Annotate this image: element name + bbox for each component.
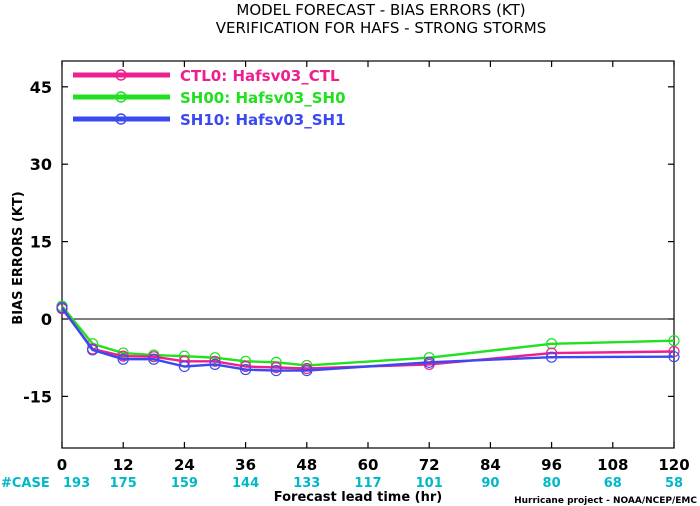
data-point: [668, 345, 680, 358]
case-count: 133: [293, 476, 320, 491]
case-count: 68: [604, 476, 622, 491]
case-label: #CASE: [1, 476, 50, 491]
data-point: [209, 355, 221, 367]
y-tick-label: 45: [30, 78, 52, 97]
x-axis-label: Forecast lead time (hr): [274, 490, 442, 505]
data-point: [270, 361, 282, 374]
x-tick-label: 120: [658, 456, 689, 474]
case-count: 80: [543, 476, 561, 491]
data-point: [301, 365, 313, 377]
case-count: 117: [354, 476, 381, 491]
legend-label: CTL0: Hafsv03_CTL: [180, 67, 340, 85]
data-point: [545, 338, 558, 350]
data-point: [545, 351, 558, 363]
data-point: [56, 302, 68, 314]
x-tick-label: 0: [57, 456, 67, 474]
legend-marker: [115, 91, 127, 103]
y-tick-label: -15: [23, 387, 52, 406]
x-tick-label: 24: [174, 456, 195, 474]
data-point: [178, 360, 190, 373]
y-tick-label: 15: [30, 233, 52, 252]
legend-marker: [115, 113, 127, 125]
case-count: 193: [63, 476, 90, 491]
credit-text: Hurricane project - NOAA/NCEP/EMC: [514, 496, 697, 506]
case-count: 101: [416, 476, 443, 491]
case-count: 90: [481, 476, 499, 491]
x-tick-label: 108: [597, 456, 628, 474]
data-point: [117, 353, 129, 365]
data-point: [148, 351, 160, 363]
case-count: 159: [171, 476, 198, 491]
data-point: [86, 344, 99, 356]
legend-label: SH10: Hafsv03_SH1: [180, 111, 346, 129]
data-point: [209, 358, 221, 371]
case-count: 58: [665, 476, 683, 491]
legend-label: SH00: Hafsv03_SH0: [180, 89, 346, 107]
x-tick-label: 60: [358, 456, 379, 474]
data-point: [117, 350, 129, 362]
x-tick-label: 48: [296, 456, 317, 474]
x-tick-label: 36: [235, 456, 256, 474]
data-point: [668, 335, 680, 347]
y-axis-label: BIAS ERRORS (KT): [11, 191, 26, 324]
chart-title: MODEL FORECAST - BIAS ERRORS (KT): [236, 1, 525, 19]
data-point: [423, 356, 435, 368]
chart-subtitle: VERIFICATION FOR HAFS - STRONG STORMS: [216, 19, 547, 37]
data-point: [240, 360, 252, 373]
data-point: [270, 365, 282, 377]
x-tick-label: 96: [541, 456, 562, 474]
x-tick-label: 72: [419, 456, 440, 474]
data-point: [668, 351, 680, 363]
case-count: 175: [110, 476, 137, 491]
case-count: 144: [232, 476, 259, 491]
x-tick-label: 84: [480, 456, 501, 474]
y-tick-label: 30: [30, 155, 52, 174]
data-point: [209, 352, 221, 364]
y-tick-label: 0: [41, 310, 52, 329]
legend-marker: [115, 69, 127, 81]
data-point: [240, 363, 252, 376]
data-point: [148, 353, 160, 365]
x-tick-label: 12: [113, 456, 134, 474]
